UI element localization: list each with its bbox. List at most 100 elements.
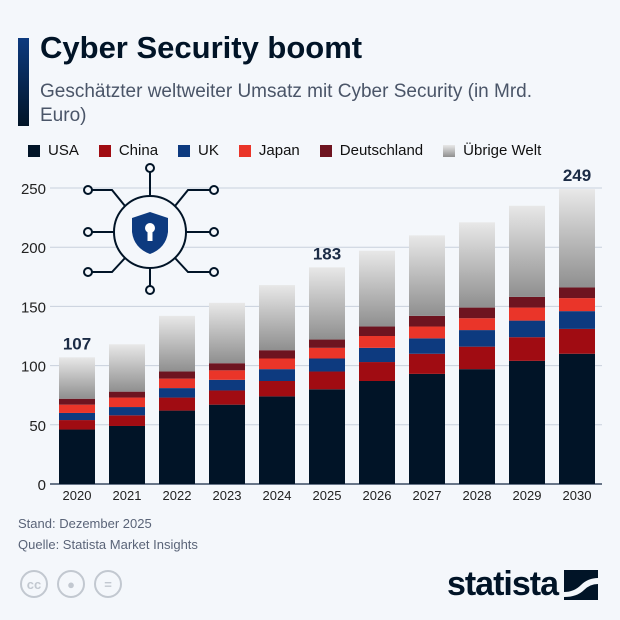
bar-segment-übrige-welt — [109, 344, 145, 392]
bar-segment-japan — [459, 318, 495, 331]
legend-swatch — [319, 144, 332, 157]
bar-segment-japan — [159, 378, 195, 389]
bar-segment-deutschland — [59, 398, 95, 405]
bar-segment-china — [159, 397, 195, 411]
bar-segment-deutschland — [159, 371, 195, 379]
bar-segment-usa — [359, 380, 395, 484]
x-tick-label: 2020 — [63, 488, 92, 503]
bar-segment-uk — [59, 412, 95, 421]
legend-swatch — [178, 144, 191, 157]
legend-item: USA — [28, 142, 79, 159]
y-tick-label: 250 — [21, 181, 46, 198]
bar-segment-japan — [509, 307, 545, 321]
cc-icon[interactable]: cc — [20, 570, 48, 598]
legend: USA China UK Japan Deutschland Übrige Welt — [28, 142, 541, 159]
bar-segment-china — [359, 362, 395, 381]
bar-segment-uk — [509, 320, 545, 338]
bar-segment-deutschland — [459, 307, 495, 319]
x-tick-label: 2030 — [563, 488, 592, 503]
legend-label: USA — [48, 142, 79, 159]
x-tick-label: 2023 — [213, 488, 242, 503]
x-tick-label: 2026 — [363, 488, 392, 503]
title-accent-bar — [18, 38, 29, 126]
y-tick-label: 150 — [21, 299, 46, 316]
legend-label: Übrige Welt — [463, 142, 542, 159]
data-label: 183 — [313, 244, 341, 263]
bar-segment-übrige-welt — [559, 189, 595, 288]
bar-segment-usa — [409, 373, 445, 484]
bar-segment-japan — [359, 336, 395, 348]
bar-segment-deutschland — [559, 287, 595, 299]
legend-item: Deutschland — [319, 142, 423, 159]
bar-segment-uk — [359, 347, 395, 363]
bar-segment-usa — [459, 369, 495, 484]
bar-segment-usa — [259, 396, 295, 484]
legend-label: China — [118, 142, 159, 159]
bar-segment-übrige-welt — [59, 357, 95, 399]
bar-segment-japan — [259, 358, 295, 370]
bar-segment-usa — [309, 389, 345, 484]
subtitle: Geschätzter weltweiter Umsatz mit Cyber … — [40, 81, 533, 126]
legend-swatch — [28, 144, 40, 157]
bar-segment-uk — [559, 311, 595, 329]
bar-segment-deutschland — [309, 339, 345, 348]
bar-segment-japan — [559, 298, 595, 312]
x-tick-label: 2022 — [163, 488, 192, 503]
bar-segment-china — [459, 346, 495, 370]
bar-segment-uk — [259, 369, 295, 381]
legend-label: Japan — [258, 142, 300, 159]
legend-swatch — [98, 144, 111, 157]
y-tick-label: 100 — [21, 359, 46, 376]
bar-segment-china — [509, 337, 545, 361]
bar-segment-uk — [159, 388, 195, 398]
x-tick-label: 2024 — [263, 488, 292, 503]
page-title: Cyber Security boomt — [40, 30, 363, 65]
person-icon[interactable]: ● — [57, 570, 85, 598]
bar-segment-japan — [409, 326, 445, 339]
bar-segment-übrige-welt — [409, 235, 445, 316]
shield-keyhole-icon — [83, 163, 219, 295]
bar-segment-deutschland — [109, 391, 145, 398]
bar-segment-china — [309, 371, 345, 390]
footer-stand: Stand: Dezember 2025 — [18, 516, 152, 531]
bar-segment-uk — [209, 379, 245, 391]
bar-segment-japan — [309, 347, 345, 359]
y-tick-label: 200 — [21, 240, 46, 257]
bar-segment-deutschland — [209, 363, 245, 371]
bar-segment-deutschland — [409, 315, 445, 327]
bar-segment-usa — [109, 425, 145, 484]
legend-item: UK — [178, 142, 219, 159]
bar-segment-übrige-welt — [509, 205, 545, 297]
legend-label: UK — [198, 142, 219, 159]
footer-source: Quelle: Statista Market Insights — [18, 537, 198, 552]
bar-segment-übrige-welt — [359, 250, 395, 327]
x-tick-label: 2027 — [413, 488, 442, 503]
logo-mark-icon — [564, 569, 598, 600]
bar-segment-china — [409, 353, 445, 374]
bar-segment-deutschland — [259, 350, 295, 359]
x-tick-label: 2021 — [113, 488, 142, 503]
legend-swatch — [443, 144, 456, 157]
bar-segment-usa — [509, 360, 545, 484]
bar-segment-japan — [59, 404, 95, 413]
data-label: 249 — [563, 166, 591, 185]
bar-segment-usa — [559, 353, 595, 484]
x-tick-label: 2028 — [463, 488, 492, 503]
bar-segment-uk — [109, 407, 145, 416]
data-label: 107 — [63, 334, 91, 353]
bar-segment-uk — [409, 338, 445, 354]
legend-item: Übrige Welt — [443, 142, 541, 159]
equals-icon[interactable]: = — [94, 570, 122, 598]
bar-segment-uk — [309, 358, 345, 372]
bar-segment-china — [209, 390, 245, 405]
bar-segment-übrige-welt — [159, 315, 195, 372]
bar-segment-japan — [109, 397, 145, 408]
bar-segment-übrige-welt — [209, 302, 245, 364]
statista-logo[interactable]: statista — [447, 565, 598, 604]
bar-segment-uk — [459, 330, 495, 347]
logo-text: statista — [446, 565, 559, 603]
legend-swatch — [238, 144, 251, 157]
bar-segment-usa — [209, 404, 245, 484]
